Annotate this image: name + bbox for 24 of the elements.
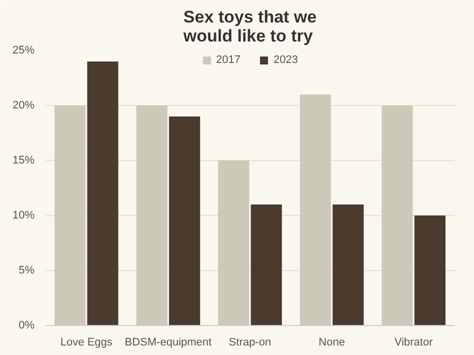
y-tick-label: 5% xyxy=(18,264,35,276)
bar xyxy=(136,106,168,326)
legend-label: 2023 xyxy=(274,54,298,66)
bar xyxy=(382,106,413,326)
bar xyxy=(218,160,250,326)
bar xyxy=(332,204,364,326)
x-tick-label: Vibrator xyxy=(394,336,434,348)
x-tick-label: BDSM-equipment xyxy=(124,336,212,348)
bar xyxy=(300,94,331,326)
x-tick-label: Strap-on xyxy=(228,336,272,348)
y-tick-label: 20% xyxy=(12,100,35,112)
y-tick-label: 0% xyxy=(18,320,35,332)
chart-title: Sex toys that we would like to try xyxy=(182,8,317,46)
y-tick-label: 25% xyxy=(12,44,35,56)
bar xyxy=(54,106,86,326)
bar xyxy=(414,216,446,326)
bar xyxy=(250,204,282,326)
x-tick-label: None xyxy=(318,336,345,348)
y-tick-label: 15% xyxy=(12,154,35,166)
bar xyxy=(87,62,118,326)
x-tick-label: Love Eggs xyxy=(60,336,113,348)
y-tick-label: 10% xyxy=(12,210,35,222)
legend-label: 2017 xyxy=(216,54,240,66)
bar xyxy=(169,116,200,326)
